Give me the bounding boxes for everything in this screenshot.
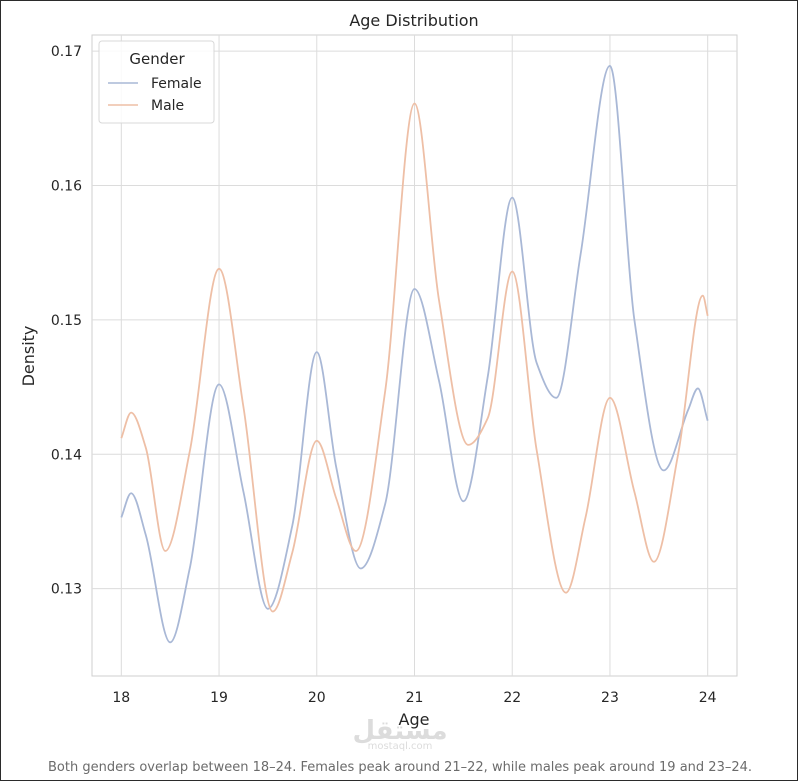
y-tick-label: 0.14 xyxy=(51,447,82,463)
x-tick-label: 21 xyxy=(406,690,424,706)
chart-caption: Both genders overlap between 18–24. Fema… xyxy=(47,760,753,775)
series-line-male xyxy=(120,102,709,613)
series-lines xyxy=(120,65,709,644)
watermark-subtext: mostaql.com xyxy=(367,741,433,752)
legend-label-male: Male xyxy=(151,98,184,114)
x-tick-label: 23 xyxy=(601,690,619,706)
legend-label-female: Female xyxy=(151,76,202,92)
x-tick-label: 18 xyxy=(112,690,130,706)
y-tick-label: 0.13 xyxy=(51,582,82,598)
x-tick-label: 19 xyxy=(210,690,228,706)
y-tick-labels: 0.13 0.14 0.15 0.16 0.17 xyxy=(51,44,82,598)
watermark-text: مستقل xyxy=(352,716,448,746)
chart-title: Age Distribution xyxy=(349,11,478,30)
grid-lines xyxy=(92,35,737,676)
x-tick-labels: 18 19 20 21 22 23 24 xyxy=(112,690,716,706)
y-tick-label: 0.15 xyxy=(51,313,82,329)
legend-title: Gender xyxy=(129,50,185,68)
y-tick-label: 0.17 xyxy=(51,44,82,60)
x-tick-label: 20 xyxy=(308,690,326,706)
x-tick-label: 24 xyxy=(699,690,717,706)
legend-box xyxy=(98,40,215,124)
x-axis-label: Age xyxy=(399,710,430,729)
y-axis-label: Density xyxy=(19,326,38,387)
x-tick-label: 22 xyxy=(503,690,521,706)
y-tick-label: 0.16 xyxy=(51,179,82,195)
watermark-logo: مستقل mostaql.com xyxy=(350,718,450,752)
legend: Gender Female Male xyxy=(98,40,215,124)
series-line-female xyxy=(120,65,709,644)
